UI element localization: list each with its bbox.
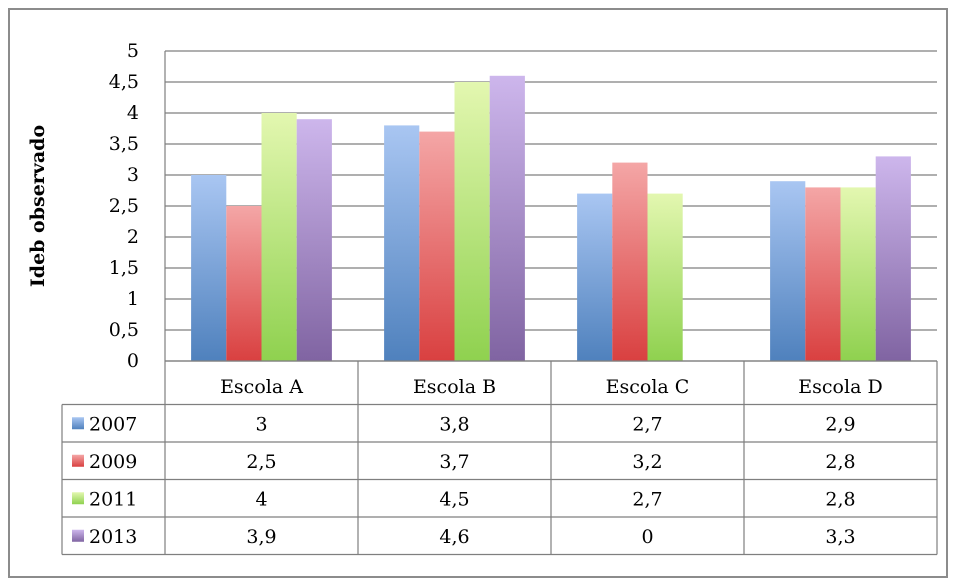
data-label: 3,7 [439,451,469,473]
legend-key-2013 [72,529,84,542]
legend-key-2011 [72,492,84,505]
data-label: 0 [641,526,653,548]
bars [191,75,911,362]
data-label: 2,8 [825,488,855,510]
data-label: 3,8 [439,413,469,435]
bar-2011-escola-b [454,82,490,361]
data-label: 2,8 [825,451,855,473]
legend-label: 2007 [89,413,137,435]
bar-2011-escola-c [647,193,683,361]
legend-key-2007 [72,417,84,430]
y-tick-label: 0 [127,350,139,372]
bar-2009-escola-a [226,206,262,361]
data-label: 3,3 [825,526,855,548]
data-label: 4,5 [439,488,469,510]
y-tick-label: 3,5 [109,133,139,155]
bar-2011-escola-d [840,187,876,361]
category-label: Escola D [798,376,882,398]
data-label: 3,9 [246,526,276,548]
category-label: Escola C [606,376,690,398]
data-label: 2,7 [632,413,662,435]
legend-key-2009 [72,454,84,467]
bar-2009-escola-d [805,187,841,361]
y-tick-label: 3 [127,164,139,186]
data-label: 3 [255,413,267,435]
data-label: 4,6 [439,526,469,548]
y-tick-label: 2 [127,226,139,248]
legend-label: 2013 [89,526,137,548]
bar-2013-escola-d [875,156,911,361]
bar-2013-escola-a [296,119,332,361]
bar-2013-escola-b [489,75,525,362]
y-tick-label: 0,5 [109,319,139,341]
bar-2007-escola-d [770,181,806,361]
y-tick-label: 2,5 [109,195,139,217]
axes: 0 0,5 1 1,5 2 2,5 3 3,5 4 4,5 5 [109,40,937,372]
data-label: 2,5 [246,451,276,473]
bar-2009-escola-b [419,131,455,361]
legend-label: 2009 [89,451,137,473]
bar-2007-escola-a [191,175,227,361]
y-tick-label: 4 [127,102,139,124]
data-label: 2,7 [632,488,662,510]
category-label: Escola B [413,376,496,398]
y-axis-title: Ideb observado [27,125,49,287]
bar-2007-escola-b [384,125,420,362]
y-tick-label: 5 [127,40,139,62]
y-tick-label: 1 [127,288,139,310]
data-label: 3,2 [632,451,662,473]
category-label: Escola A [220,376,303,398]
y-tick-label: 4,5 [109,71,139,93]
bar-2011-escola-a [261,113,297,361]
data-label: 4 [255,488,267,510]
data-label: 2,9 [825,413,855,435]
data-table: Escola A Escola B Escola C Escola D 2007 3 3,8… [61,361,938,556]
bar-2009-escola-c [612,162,648,361]
legend-label: 2011 [89,488,137,510]
bar-2007-escola-c [577,193,613,361]
y-tick-label: 1,5 [109,257,139,279]
